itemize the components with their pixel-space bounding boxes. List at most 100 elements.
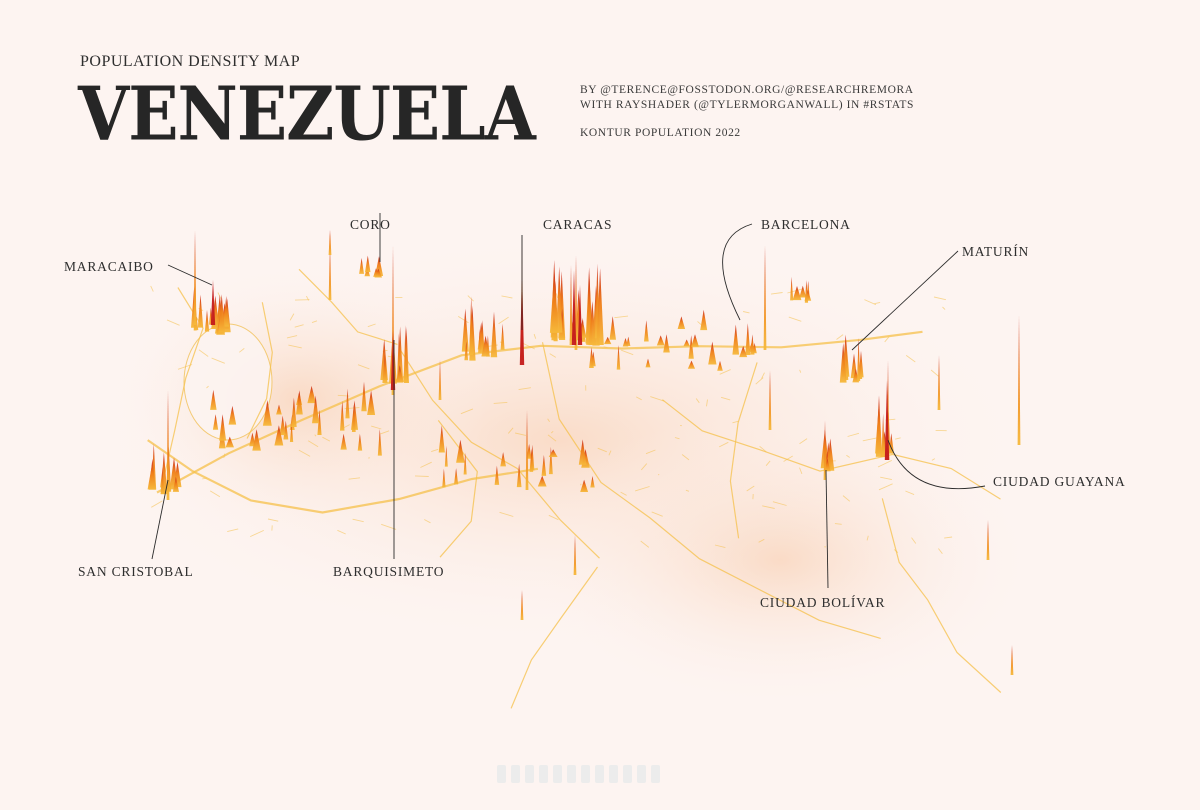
density-spike [279, 415, 286, 436]
density-spikes [147, 230, 1021, 675]
density-spike [573, 535, 577, 575]
road-fragment [894, 549, 899, 553]
road-fragment [884, 336, 890, 343]
road-fragment [387, 355, 392, 358]
density-spike [340, 400, 345, 431]
density-spike [596, 268, 604, 345]
map-subtitle: POPULATION DENSITY MAP [80, 53, 301, 70]
road-fragment [880, 476, 892, 481]
credit-author: BY @TERENCE@FOSSTODON.ORG/@RESEARCHREMOR… [580, 84, 914, 96]
density-spike [382, 354, 388, 383]
road-fragment [621, 349, 634, 356]
road-fragment [550, 430, 554, 434]
road-fragment [905, 355, 916, 363]
leader-line [151, 479, 169, 560]
city-label-ciudad-bolivar: CIUDAD BOLÍVAR [760, 595, 885, 610]
road-fragment [718, 441, 729, 448]
density-spike [373, 268, 379, 277]
road-fragment [714, 544, 726, 549]
road-fragment [380, 430, 390, 435]
density-spike [494, 465, 500, 485]
density-spike [317, 409, 322, 435]
road-line [541, 342, 881, 639]
density-spike [708, 341, 717, 365]
density-spike [1010, 645, 1014, 675]
lake-maracaibo [183, 323, 273, 441]
road-fragment [674, 437, 680, 440]
road-fragment [307, 440, 319, 448]
density-spike [351, 404, 356, 433]
road-fragment [298, 449, 311, 457]
road-line [147, 439, 539, 514]
density-spike [228, 405, 237, 425]
road-fragment [836, 334, 844, 340]
road-line [156, 330, 923, 494]
density-spike [469, 296, 474, 356]
density-spike [160, 466, 165, 495]
city-label-maracaibo: MARACAIBO [64, 259, 154, 274]
road-fragment [614, 315, 629, 319]
map-title: VENEZUELA [78, 70, 536, 158]
density-spike [525, 410, 529, 490]
road-fragment [787, 288, 803, 294]
density-spike [307, 385, 316, 404]
density-spike [549, 271, 559, 333]
density-spike [881, 413, 885, 456]
density-spike [590, 476, 595, 488]
road-fragment [651, 511, 663, 517]
density-spike [345, 388, 350, 419]
density-spike [717, 360, 723, 371]
density-spike [218, 294, 226, 333]
density-spike [548, 449, 558, 458]
density-spike [204, 310, 210, 332]
density-spike [578, 439, 587, 465]
road-line [881, 498, 1002, 693]
road-fragment [211, 357, 225, 364]
road-line [662, 399, 1001, 500]
road-fragment [314, 434, 317, 437]
road-fragment [743, 311, 750, 314]
density-spike [377, 429, 382, 456]
road-fragment [862, 437, 877, 442]
density-spike [529, 448, 534, 472]
road-fragment [706, 399, 708, 407]
density-spike [1017, 315, 1021, 445]
density-spike [464, 341, 469, 361]
road-fragment [549, 353, 557, 358]
road-fragment [414, 475, 429, 477]
density-spike [219, 414, 227, 441]
road-fragment [930, 369, 939, 377]
density-spike [569, 265, 573, 345]
density-spike [403, 325, 408, 382]
credit-source: KONTUR POPULATION 2022 [580, 127, 741, 139]
density-spike [516, 463, 522, 488]
density-spike [148, 458, 156, 490]
density-spike [340, 433, 347, 450]
road-fragment [289, 313, 295, 321]
road-fragment [720, 396, 731, 401]
road-fragment [719, 369, 731, 375]
road-fragment [933, 296, 946, 301]
road-fragment [640, 463, 648, 471]
density-spike [645, 358, 651, 368]
road-fragment [150, 285, 154, 292]
road-fragment [864, 299, 877, 306]
road-fragment [942, 306, 946, 310]
road-line [399, 348, 600, 559]
road-fragment [239, 348, 245, 353]
density-spike [857, 337, 861, 382]
road-fragment [894, 437, 901, 440]
road-line [729, 362, 758, 539]
density-spike [520, 590, 524, 620]
density-spike [500, 323, 505, 350]
road-fragment [294, 324, 304, 328]
road-fragment [681, 454, 690, 461]
road-fragment [758, 538, 765, 543]
density-spike [609, 316, 616, 340]
road-fragment [322, 436, 331, 442]
road-fragment [846, 454, 850, 458]
road-fragment [507, 427, 514, 434]
road-fragment [580, 483, 582, 486]
density-spike [663, 334, 670, 353]
density-spike [396, 365, 404, 383]
